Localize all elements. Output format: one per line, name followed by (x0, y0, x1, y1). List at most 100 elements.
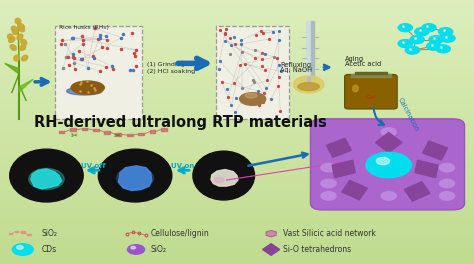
Polygon shape (263, 244, 280, 255)
Bar (161, 128, 167, 131)
Circle shape (376, 157, 390, 165)
Bar (104, 131, 110, 134)
Circle shape (321, 179, 336, 188)
Bar (82, 128, 87, 130)
Circle shape (398, 24, 412, 32)
Ellipse shape (8, 34, 13, 40)
Ellipse shape (66, 87, 102, 95)
FancyBboxPatch shape (310, 119, 465, 210)
Circle shape (410, 36, 424, 44)
Polygon shape (327, 138, 351, 157)
Bar (355, 72, 387, 74)
Bar (93, 129, 99, 131)
Bar (351, 74, 391, 77)
Circle shape (429, 36, 443, 44)
Polygon shape (19, 79, 33, 92)
Ellipse shape (298, 83, 319, 91)
Ellipse shape (15, 18, 21, 24)
Bar (70, 128, 76, 131)
Text: Aq. NaOH: Aq. NaOH (280, 68, 312, 73)
Text: (2) HCl soaking: (2) HCl soaking (147, 69, 195, 74)
Bar (127, 134, 133, 136)
Polygon shape (342, 180, 367, 200)
Text: UV on: UV on (171, 163, 195, 169)
Bar (307, 77, 310, 81)
Bar (138, 133, 144, 135)
Ellipse shape (9, 37, 15, 43)
Circle shape (439, 192, 455, 200)
Ellipse shape (117, 167, 154, 190)
Circle shape (17, 246, 23, 249)
Text: Aging: Aging (345, 56, 364, 62)
Circle shape (366, 152, 411, 178)
Text: Acetic acid: Acetic acid (345, 61, 381, 67)
Ellipse shape (21, 55, 28, 61)
Text: (1) Grinding: (1) Grinding (147, 62, 184, 67)
Circle shape (439, 179, 455, 188)
Text: SiO₂: SiO₂ (151, 245, 167, 254)
Text: Si-O tetrahedrons: Si-O tetrahedrons (283, 245, 352, 254)
FancyBboxPatch shape (216, 26, 289, 119)
Ellipse shape (327, 127, 450, 201)
Ellipse shape (240, 93, 265, 105)
Circle shape (415, 28, 429, 36)
Bar (27, 234, 31, 235)
Ellipse shape (193, 151, 255, 200)
Circle shape (381, 192, 396, 200)
FancyBboxPatch shape (345, 74, 397, 109)
Ellipse shape (21, 39, 27, 45)
Text: Calcination: Calcination (397, 97, 420, 133)
Bar (150, 130, 155, 133)
Bar (306, 21, 310, 79)
Text: Refluxing: Refluxing (280, 62, 311, 68)
Circle shape (131, 246, 136, 249)
Text: Vast Silicic acid network: Vast Silicic acid network (283, 229, 376, 238)
Bar (59, 131, 64, 133)
Text: CDs: CDs (41, 245, 56, 254)
Text: ✂: ✂ (114, 131, 121, 140)
Polygon shape (118, 166, 152, 191)
FancyBboxPatch shape (55, 26, 142, 119)
Polygon shape (415, 160, 438, 178)
Ellipse shape (18, 23, 24, 29)
Ellipse shape (10, 149, 83, 202)
Ellipse shape (246, 93, 257, 98)
Text: ✂: ✂ (71, 131, 78, 140)
Ellipse shape (10, 45, 17, 50)
Bar (9, 233, 12, 234)
Ellipse shape (98, 149, 172, 202)
Circle shape (215, 177, 224, 183)
Polygon shape (375, 133, 402, 153)
Circle shape (405, 46, 419, 54)
Ellipse shape (18, 26, 25, 32)
Polygon shape (211, 169, 238, 186)
Text: RH-derived ultralong RTP materials: RH-derived ultralong RTP materials (34, 115, 327, 130)
Ellipse shape (17, 34, 23, 40)
Bar (15, 231, 18, 233)
Text: Gel: Gel (365, 95, 376, 100)
Circle shape (321, 163, 336, 172)
Circle shape (398, 40, 412, 48)
Text: UV off: UV off (81, 163, 105, 169)
Circle shape (441, 34, 455, 42)
Bar (21, 231, 25, 233)
Circle shape (128, 245, 145, 254)
Polygon shape (266, 230, 276, 237)
Circle shape (438, 28, 453, 36)
Circle shape (436, 45, 450, 53)
Bar (311, 21, 314, 79)
Circle shape (427, 42, 441, 50)
Ellipse shape (353, 85, 358, 92)
Polygon shape (404, 182, 430, 201)
Circle shape (12, 244, 33, 255)
Circle shape (439, 163, 455, 172)
Polygon shape (5, 63, 19, 74)
Ellipse shape (29, 168, 64, 190)
Ellipse shape (12, 29, 18, 35)
Polygon shape (423, 141, 447, 160)
Text: Cellulose/lignin: Cellulose/lignin (151, 229, 210, 238)
Polygon shape (31, 169, 62, 189)
Bar (116, 133, 121, 136)
Text: Rice husks (RHs): Rice husks (RHs) (59, 25, 109, 30)
Ellipse shape (20, 45, 26, 50)
